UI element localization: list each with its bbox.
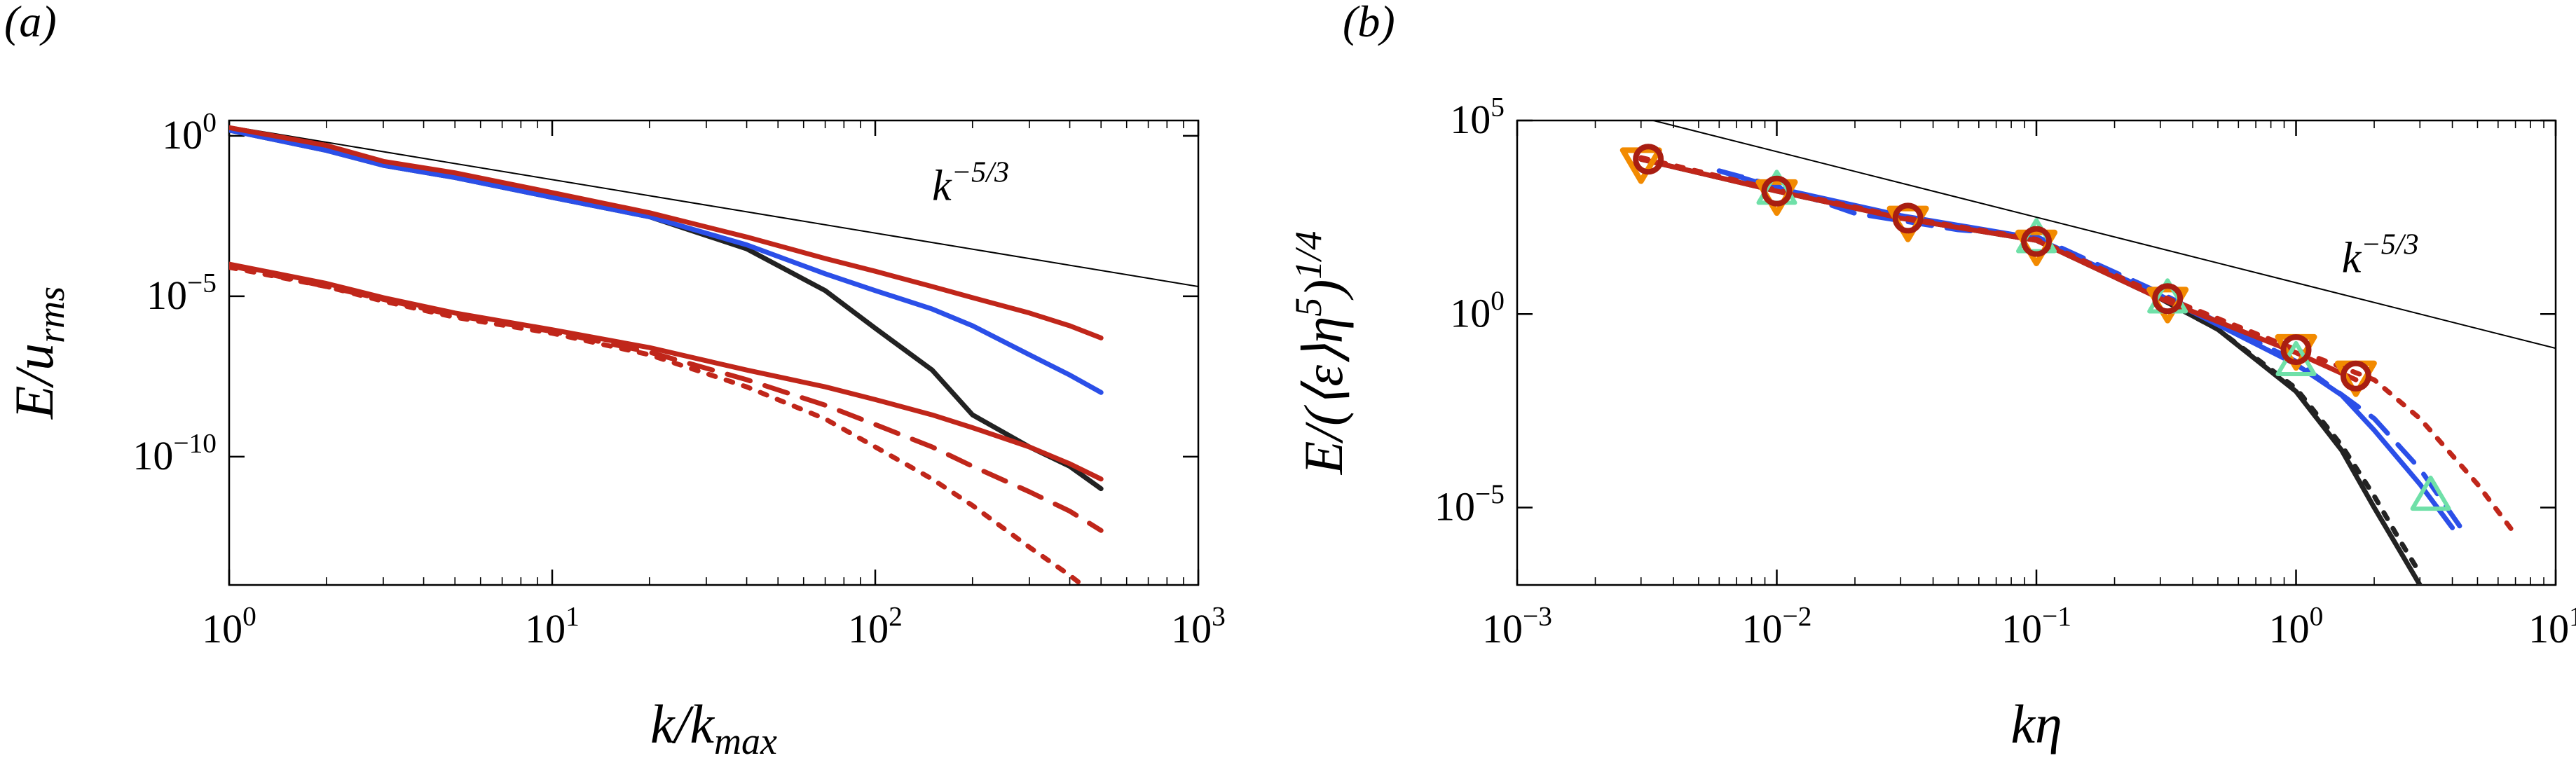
x-tick-label: 100: [202, 601, 256, 652]
y-tick-label: 105: [1450, 92, 1505, 142]
chart-b: 10−3 10−2 10−1 100 101 105 100 10−5 kη E/(⟨ε⟩η5​)…: [1289, 92, 2576, 754]
series-group: [1638, 120, 2556, 585]
x-axis-label: k/kmax​: [650, 694, 777, 762]
x-axis-label: kη: [2010, 694, 2062, 754]
y-axis-label: E/urms​: [4, 287, 72, 420]
y-tick-label: 100: [162, 106, 217, 157]
slope-annotation: k−5/3: [2342, 228, 2419, 282]
marker-circle: [1892, 202, 1924, 234]
plot-frame: [1516, 119, 2557, 586]
series-line-0: [1650, 120, 2556, 350]
x-tick-label: 101: [525, 601, 580, 652]
marker-circle: [2021, 226, 2052, 257]
marker-circle: [2152, 283, 2184, 315]
x-tick-label: 103: [1171, 601, 1226, 652]
series-line-0: [229, 125, 1198, 287]
plot-frame: [228, 119, 1200, 586]
x-tick-label: 10−2: [1742, 601, 1812, 652]
series-line-6: [1638, 155, 2519, 537]
marker-circle: [2340, 360, 2371, 392]
x-tick-label: 10−1: [2001, 601, 2071, 652]
y-axis-label: E/(⟨ε⟩η5​)1/4​: [1289, 231, 1354, 476]
y-tick-label: 10−5: [1434, 478, 1505, 529]
marker-triangle-up: [2410, 475, 2451, 511]
series-line-5: [229, 263, 1104, 533]
x-tick-label: 102: [848, 601, 903, 652]
y-tick-label: 10−10: [132, 427, 217, 478]
y-tick-label: 10−5: [146, 267, 217, 317]
marker-group: [1619, 144, 2451, 511]
series-line-2: [229, 127, 1104, 395]
chart-a: 100 101 102 103 100 10−5 10−10 k/kmax​ E/urms​ k−…: [4, 106, 1226, 762]
marker-circle: [1633, 144, 1664, 175]
series-line-4: [1716, 168, 2468, 537]
x-tick-label: 100: [2269, 601, 2324, 652]
marker-circle: [1761, 175, 1793, 207]
slope-annotation: k−5/3: [932, 156, 1009, 209]
marker-triangle-down: [1619, 147, 1662, 184]
x-tick-label: 10−3: [1482, 601, 1552, 652]
panel-b-label: (b): [1343, 0, 1395, 46]
panel-a-label: (a): [4, 0, 57, 46]
x-tick-label: 101: [2528, 601, 2576, 652]
series-line-5: [1638, 156, 2359, 382]
y-tick-label: 100: [1450, 285, 1505, 336]
series-group: [229, 125, 1198, 585]
series-line-3: [229, 125, 1104, 340]
marker-circle: [2280, 334, 2312, 366]
series-line-3: [1716, 168, 2455, 530]
series-line-6: [229, 265, 1087, 585]
